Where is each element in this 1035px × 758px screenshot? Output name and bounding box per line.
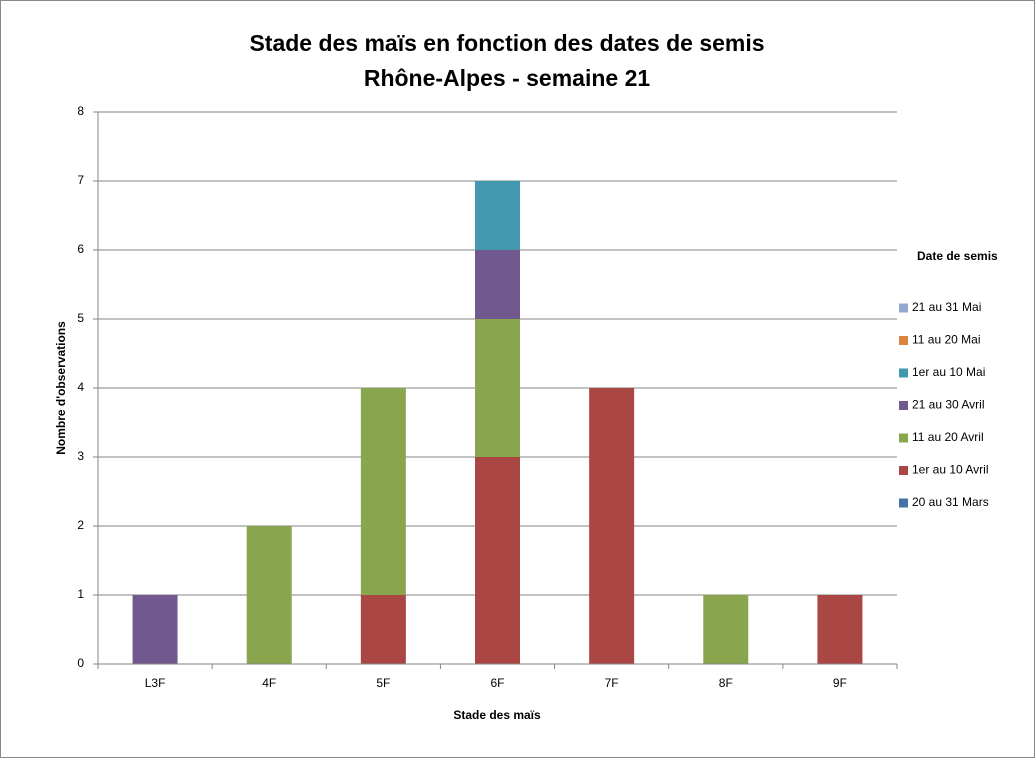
chart-title: Stade des maïs en fonction des dates de … (249, 30, 764, 56)
x-tick-label: 6F (490, 676, 504, 690)
y-tick-label: 5 (77, 311, 84, 325)
x-tick-label: 4F (262, 676, 276, 690)
y-tick-label: 7 (77, 173, 84, 187)
bar-segment (246, 526, 292, 664)
legend-label: 1er au 10 Mai (912, 365, 985, 379)
y-tick-label: 2 (77, 518, 84, 532)
legend-label: 1er au 10 Avril (912, 463, 989, 477)
legend-swatch (899, 303, 908, 313)
y-tick-label: 8 (77, 104, 84, 118)
bar-segment (475, 457, 520, 664)
legend-label: 21 au 31 Mai (912, 300, 981, 314)
y-tick-label: 4 (77, 380, 84, 394)
y-tick-label: 3 (77, 449, 84, 463)
legend-swatch (899, 336, 908, 345)
bar-segment (132, 595, 178, 664)
y-axis-title: Nombre d'observations (54, 321, 68, 455)
x-tick-label: 8F (719, 676, 733, 690)
legend-swatch (899, 368, 908, 378)
bar-segment (360, 595, 406, 664)
x-tick-label: 7F (605, 676, 619, 690)
legend-label: 21 au 30 Avril (912, 398, 985, 412)
bar-segment (817, 595, 863, 664)
bar-segment (703, 595, 749, 664)
x-tick-label: L3F (145, 676, 166, 690)
legend-swatch (899, 466, 908, 475)
chart-subtitle: Rhône-Alpes - semaine 21 (364, 65, 651, 91)
y-tick-label: 1 (77, 587, 84, 601)
legend-title: Date de semis (917, 249, 998, 263)
bar-segment (475, 319, 520, 457)
legend-label: 11 au 20 Mai (912, 333, 981, 347)
legend-label: 11 au 20 Avril (912, 430, 984, 444)
legend-swatch (899, 498, 908, 508)
x-tick-label: 9F (833, 676, 847, 690)
y-tick-label: 6 (77, 242, 84, 256)
y-tick-label: 0 (77, 656, 84, 670)
bar-segment (589, 388, 635, 664)
legend-label: 20 au 31 Mars (912, 495, 989, 509)
legend-swatch (899, 401, 908, 410)
bar-segment (360, 388, 406, 595)
bar-segment (475, 250, 520, 319)
bar-segment (475, 181, 520, 250)
legend-swatch (899, 433, 908, 443)
x-axis-title: Stade des maïs (453, 708, 541, 722)
x-tick-label: 5F (376, 676, 390, 690)
